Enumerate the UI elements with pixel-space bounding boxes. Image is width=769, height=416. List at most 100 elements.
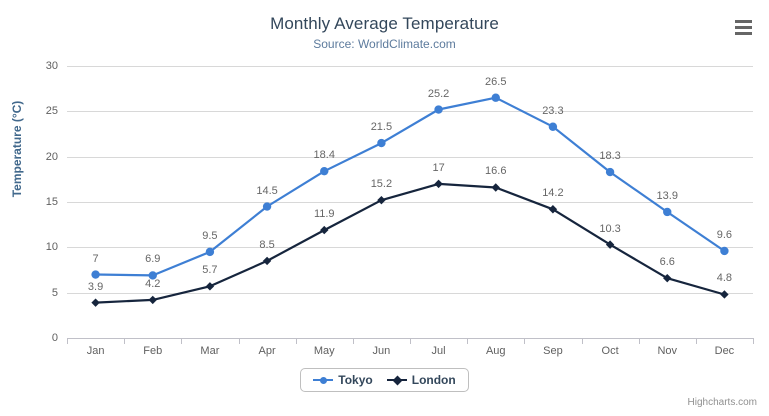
data-label: 14.5 xyxy=(256,184,278,197)
x-tick-label[interactable]: Jan xyxy=(86,345,105,357)
data-label: 17 xyxy=(432,161,445,174)
x-tick-label[interactable]: Nov xyxy=(657,345,678,357)
data-label: 18.4 xyxy=(313,149,335,162)
x-axis-tick xyxy=(753,338,754,344)
data-label: 23.3 xyxy=(542,104,564,117)
data-label: 10.3 xyxy=(599,222,621,235)
legend-marker xyxy=(320,376,328,384)
data-point-marker[interactable] xyxy=(663,207,672,217)
x-axis-ticks xyxy=(67,338,754,345)
data-point-marker[interactable] xyxy=(720,246,729,256)
data-point-marker[interactable] xyxy=(320,225,329,235)
data-label: 25.2 xyxy=(427,87,450,100)
data-label: 16.6 xyxy=(485,165,507,178)
data-point-marker[interactable] xyxy=(663,273,672,283)
x-axis-tick xyxy=(581,338,583,344)
x-axis-tick xyxy=(295,338,297,344)
data-label: 9.6 xyxy=(716,228,733,241)
x-axis-labels: Jan Feb Mar Apr May Jun Jul Aug Sep Oct Nov Dec xyxy=(67,345,753,365)
x-axis-tick xyxy=(695,338,697,344)
gridline xyxy=(67,292,753,294)
x-tick-label[interactable]: Dec xyxy=(714,345,735,357)
data-point-marker[interactable] xyxy=(434,179,443,189)
data-point-marker[interactable] xyxy=(148,271,157,280)
gridline xyxy=(67,156,753,158)
data-point-marker[interactable] xyxy=(91,298,100,307)
data-label: 11.9 xyxy=(313,208,335,221)
series-line-tokyo[interactable] xyxy=(94,96,726,277)
data-point-marker[interactable] xyxy=(262,256,272,266)
data-point-marker[interactable] xyxy=(605,167,615,177)
gridline xyxy=(67,66,753,67)
data-label: 18.3 xyxy=(599,150,621,163)
data-point-marker[interactable] xyxy=(377,195,386,205)
x-tick-label[interactable]: Apr xyxy=(258,345,276,357)
data-label: 26.5 xyxy=(485,75,507,88)
data-label: 3.9 xyxy=(87,280,104,293)
data-point-marker[interactable] xyxy=(91,270,100,279)
data-point-marker[interactable] xyxy=(205,282,215,291)
data-point-marker[interactable] xyxy=(434,105,443,114)
y-tick-label: 0 xyxy=(51,332,58,344)
y-tick-label: 5 xyxy=(51,286,58,299)
hamburger-bar xyxy=(734,31,752,35)
data-label: 6.9 xyxy=(145,253,161,266)
data-label: 7 xyxy=(92,252,99,265)
credits-link[interactable]: Highcharts.com xyxy=(687,397,757,408)
legend-symbol-circle-icon xyxy=(313,374,334,386)
data-point-marker[interactable] xyxy=(148,295,157,305)
x-tick-label[interactable]: Oct xyxy=(601,345,619,357)
hamburger-bar xyxy=(734,25,752,29)
legend-item-london[interactable]: London xyxy=(386,373,456,387)
data-point-marker[interactable] xyxy=(262,202,272,211)
series-layer xyxy=(91,93,729,307)
x-axis-tick xyxy=(124,338,126,344)
x-axis-tick xyxy=(638,338,640,344)
data-label: 6.6 xyxy=(659,256,675,269)
hamburger-icon[interactable] xyxy=(731,16,755,38)
legend-item-tokyo[interactable]: Tokyo xyxy=(313,373,373,387)
x-axis-tick xyxy=(467,338,469,344)
data-label: 9.5 xyxy=(202,229,218,242)
data-label: 8.5 xyxy=(259,238,275,251)
data-point-marker[interactable] xyxy=(491,183,500,192)
data-label: 14.2 xyxy=(542,187,564,200)
x-axis-tick xyxy=(181,338,183,344)
x-tick-label[interactable]: Jun xyxy=(372,345,391,357)
y-tick-label: 30 xyxy=(45,60,58,72)
x-tick-label[interactable]: Mar xyxy=(200,345,220,357)
legend-box: Tokyo London xyxy=(300,368,469,392)
hamburger-bar xyxy=(734,19,752,23)
data-point-marker[interactable] xyxy=(377,138,386,148)
x-tick-label[interactable]: May xyxy=(313,345,335,357)
gridline xyxy=(67,247,753,249)
x-tick-label[interactable]: Aug xyxy=(485,345,506,357)
legend-marker xyxy=(392,375,403,385)
y-tick-label: 25 xyxy=(45,105,58,118)
chart-title: Monthly Average Temperature xyxy=(270,14,499,33)
x-tick-label[interactable]: Feb xyxy=(143,345,163,357)
data-point-marker[interactable] xyxy=(548,122,558,131)
x-tick-label[interactable]: Jul xyxy=(431,345,446,357)
x-axis-tick xyxy=(352,338,354,344)
data-point-marker[interactable] xyxy=(720,290,729,299)
data-label: 5.7 xyxy=(202,264,218,277)
y-tick-label: 20 xyxy=(45,150,58,163)
x-tick-label[interactable]: Sep xyxy=(543,345,563,357)
data-point-marker[interactable] xyxy=(491,93,500,102)
x-axis-tick xyxy=(238,338,240,344)
data-label: 15.2 xyxy=(370,178,393,191)
x-axis-tick xyxy=(67,338,68,344)
data-point-marker[interactable] xyxy=(205,247,215,257)
y-axis-labels: 0 5 10 15 20 25 30 xyxy=(18,60,58,344)
data-label: 4.2 xyxy=(145,277,161,290)
legend: Tokyo London xyxy=(0,368,769,392)
plot-area: 7 6.9 9.5 14.5 18.4 21.5 25.2 26.5 23.3 18.3 13.9 9… xyxy=(67,66,753,338)
chart-subtitle: Source: WorldClimate.com xyxy=(313,37,456,51)
legend-symbol-diamond-icon xyxy=(386,374,407,386)
series-line-london[interactable] xyxy=(94,182,726,304)
x-axis-tick xyxy=(524,338,526,344)
data-point-marker[interactable] xyxy=(605,240,615,249)
data-point-marker[interactable] xyxy=(320,166,329,176)
